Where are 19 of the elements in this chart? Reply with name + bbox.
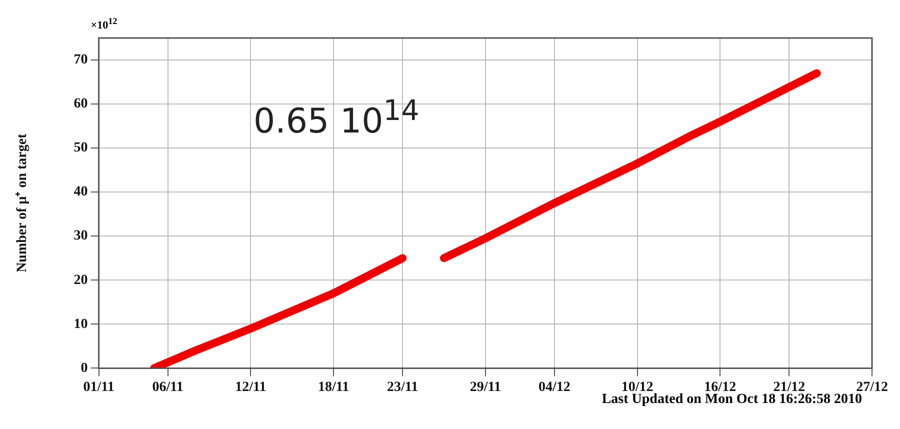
y-tick-label: 10 [74, 316, 88, 332]
y-tick-label: 0 [80, 360, 88, 376]
x-tick-label: 18/11 [318, 380, 350, 396]
y-axis-title: Number of μ⁺ on target [15, 133, 30, 272]
x-tick-label: 01/11 [83, 380, 114, 396]
x-tick-label: 29/11 [470, 380, 501, 396]
y-tick-label: 60 [74, 96, 88, 112]
annotation: 0.65 10$^{14}$ [253, 94, 420, 142]
y-tick-label: 50 [74, 140, 88, 156]
x-tick-label: 12/11 [235, 380, 266, 396]
text: ×10$^{12}$ [90, 16, 118, 32]
x-tick-label: 23/11 [386, 380, 418, 396]
x-tick-label: 04/12 [538, 380, 570, 396]
y-tick-label: 40 [74, 184, 88, 200]
y-tick-label: 30 [74, 228, 88, 244]
y-tick-label: 70 [74, 52, 88, 68]
x-tick-label: 06/11 [152, 380, 184, 396]
y-tick-label: 20 [74, 272, 88, 288]
text: Last Updated on Mon Oct 18 16:26:58 2010 [602, 392, 862, 408]
